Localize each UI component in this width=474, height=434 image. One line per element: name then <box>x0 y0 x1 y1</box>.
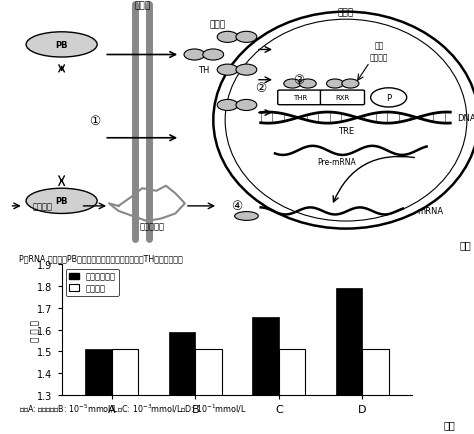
Ellipse shape <box>26 33 97 58</box>
Circle shape <box>217 100 238 111</box>
Bar <box>279 349 305 434</box>
Text: ①: ① <box>89 114 100 127</box>
Ellipse shape <box>235 212 258 221</box>
Text: ②: ② <box>255 82 266 95</box>
Text: 生物效应: 生物效应 <box>33 202 53 211</box>
Text: ④: ④ <box>231 200 243 213</box>
Bar <box>85 349 112 434</box>
Text: TH: TH <box>198 66 210 75</box>
Text: 细胞核: 细胞核 <box>338 8 354 17</box>
Text: PB: PB <box>55 41 68 50</box>
Circle shape <box>342 80 359 89</box>
Text: Pre-mRNA: Pre-mRNA <box>317 158 356 167</box>
Text: TRE: TRE <box>338 126 354 135</box>
Text: 细胞膜: 细胞膜 <box>134 1 150 10</box>
Legend: 去甲肾上腺素, 肾上腺素: 去甲肾上腺素, 肾上腺素 <box>66 269 119 296</box>
Text: P：RNA 聚合酶；PB：甲状腺激素的血浆运输蛋白；TH：甲状腺激素: P：RNA 聚合酶；PB：甲状腺激素的血浆运输蛋白；TH：甲状腺激素 <box>19 254 182 263</box>
Text: THR: THR <box>293 95 307 101</box>
Ellipse shape <box>213 13 474 229</box>
Text: 细胞浆: 细胞浆 <box>210 21 226 30</box>
Text: P: P <box>386 94 391 103</box>
Text: 功能蛋白质: 功能蛋白质 <box>139 222 164 231</box>
Text: 其它: 其它 <box>374 41 384 50</box>
Text: 图乙: 图乙 <box>443 420 455 430</box>
Bar <box>195 349 222 434</box>
Circle shape <box>217 32 238 43</box>
Text: ③: ③ <box>293 74 304 87</box>
Text: 注：A: 空白对照；B: 10$^{-5}$mmol/L；C: 10$^{-3}$mmol/L；D: 10$^{-1}$mmol/L: 注：A: 空白对照；B: 10$^{-5}$mmol/L；C: 10$^{-3}… <box>19 401 246 414</box>
Bar <box>112 349 138 434</box>
Text: DNA: DNA <box>457 114 474 123</box>
Circle shape <box>217 65 238 76</box>
Text: 图甲: 图甲 <box>460 239 472 249</box>
Bar <box>252 317 279 434</box>
Circle shape <box>371 89 407 108</box>
Circle shape <box>284 80 301 89</box>
Bar <box>169 332 195 434</box>
Circle shape <box>299 80 316 89</box>
Circle shape <box>236 32 257 43</box>
Circle shape <box>327 80 344 89</box>
Bar <box>336 289 362 434</box>
Bar <box>362 349 389 434</box>
Circle shape <box>184 50 205 61</box>
Ellipse shape <box>26 189 97 214</box>
Text: mRNA: mRNA <box>417 207 443 216</box>
Text: PB: PB <box>55 197 68 206</box>
Circle shape <box>236 100 257 111</box>
FancyBboxPatch shape <box>320 91 365 105</box>
Text: RXR: RXR <box>336 95 350 101</box>
Circle shape <box>236 65 257 76</box>
Circle shape <box>203 50 224 61</box>
Y-axis label: 吸 光 值: 吸 光 值 <box>31 319 40 341</box>
FancyBboxPatch shape <box>278 91 322 105</box>
Text: 转录因子: 转录因子 <box>370 53 389 62</box>
